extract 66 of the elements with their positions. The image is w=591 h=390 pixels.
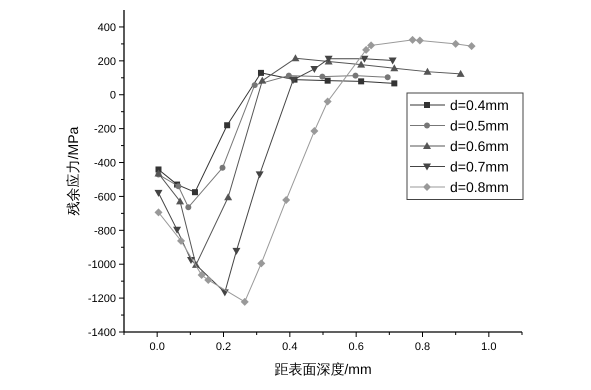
point bbox=[224, 193, 232, 200]
point bbox=[324, 98, 332, 106]
point bbox=[408, 36, 417, 44]
point bbox=[154, 190, 162, 197]
point bbox=[173, 226, 182, 234]
y-tick-label: 0 bbox=[110, 90, 116, 102]
point bbox=[154, 208, 162, 216]
x-tick-label: 0.2 bbox=[216, 341, 232, 353]
point bbox=[324, 78, 331, 84]
point bbox=[176, 197, 184, 204]
point bbox=[185, 204, 192, 210]
x-tick-label: 0.0 bbox=[150, 341, 165, 353]
y-tick-label: -1200 bbox=[88, 293, 116, 306]
point bbox=[240, 298, 249, 306]
x-tick-label: 0.4 bbox=[282, 341, 298, 353]
x-tick-label: 1.0 bbox=[481, 341, 496, 353]
legend-label: d=0.5mm bbox=[450, 118, 509, 134]
point bbox=[257, 259, 266, 268]
point bbox=[384, 74, 391, 80]
y-tick-label: -1400 bbox=[88, 327, 116, 339]
point bbox=[232, 248, 240, 255]
x-axis-title: 距表面深度/mm bbox=[274, 361, 372, 377]
point bbox=[358, 78, 364, 84]
point bbox=[310, 127, 318, 136]
point bbox=[391, 80, 398, 86]
y-tick-label: -800 bbox=[94, 225, 116, 238]
point bbox=[468, 42, 476, 50]
point bbox=[198, 271, 206, 280]
y-tick-label: -400 bbox=[94, 158, 116, 170]
point bbox=[258, 76, 266, 84]
point bbox=[456, 70, 465, 77]
y-tick-label: -600 bbox=[94, 191, 116, 204]
y-tick-label: 200 bbox=[98, 56, 116, 68]
point bbox=[367, 41, 376, 50]
point bbox=[291, 54, 300, 62]
point bbox=[204, 276, 212, 284]
y-tick-label: -200 bbox=[94, 124, 116, 136]
point bbox=[286, 72, 292, 79]
legend-label: d=0.6mm bbox=[450, 138, 509, 154]
x-tick-label: 0.6 bbox=[348, 341, 364, 353]
legend-label: d=0.4mm bbox=[450, 97, 509, 113]
point bbox=[452, 40, 460, 48]
point bbox=[282, 196, 290, 204]
point bbox=[357, 60, 366, 68]
point bbox=[360, 56, 368, 63]
legend-label: d=0.7mm bbox=[450, 158, 509, 174]
y-tick-label: 400 bbox=[98, 22, 116, 34]
point bbox=[423, 68, 432, 75]
point bbox=[362, 46, 370, 54]
y-tick-label: -1000 bbox=[88, 259, 116, 272]
point bbox=[256, 171, 264, 178]
point bbox=[390, 64, 398, 72]
point bbox=[252, 82, 258, 88]
legend-label: d=0.8mm bbox=[450, 179, 509, 195]
point bbox=[416, 36, 424, 45]
point bbox=[388, 58, 397, 65]
point bbox=[192, 189, 198, 196]
point bbox=[220, 164, 226, 171]
point bbox=[258, 70, 264, 76]
point bbox=[177, 236, 186, 245]
x-tick-label: 0.8 bbox=[414, 341, 430, 353]
point bbox=[319, 74, 326, 80]
point bbox=[352, 72, 359, 79]
point bbox=[224, 122, 230, 128]
y-axis-title: 残余应力/MPa bbox=[65, 126, 81, 216]
point bbox=[310, 66, 318, 73]
